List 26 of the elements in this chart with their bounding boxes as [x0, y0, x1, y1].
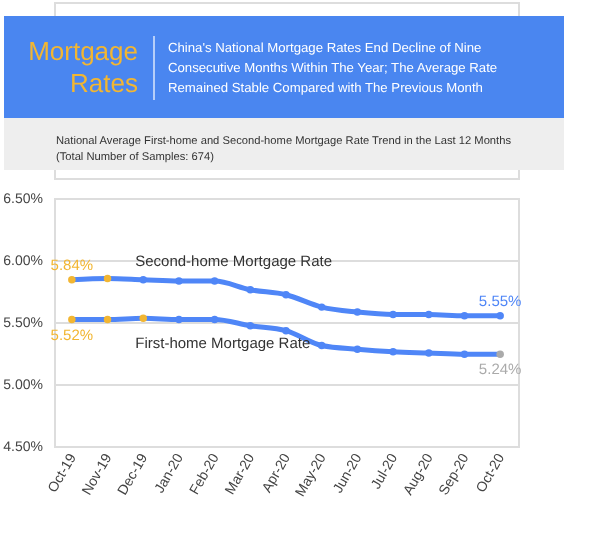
point [139, 314, 147, 323]
chart-title: Mortgage Rates [28, 36, 139, 98]
point [68, 315, 76, 324]
point [496, 312, 504, 320]
point [353, 345, 362, 354]
point [460, 350, 469, 358]
point [246, 286, 255, 294]
point [389, 310, 397, 319]
point [425, 349, 433, 357]
point [210, 277, 219, 285]
point [282, 326, 290, 335]
point [175, 277, 183, 285]
point [353, 308, 362, 316]
point [103, 274, 112, 283]
point [246, 321, 255, 330]
point [425, 310, 433, 319]
point [317, 303, 326, 311]
point [139, 276, 147, 284]
point [460, 312, 469, 320]
point [496, 350, 504, 358]
point [317, 341, 326, 350]
point [282, 290, 290, 299]
point [389, 348, 397, 356]
point [68, 276, 76, 284]
point [210, 315, 219, 324]
point [103, 315, 112, 324]
